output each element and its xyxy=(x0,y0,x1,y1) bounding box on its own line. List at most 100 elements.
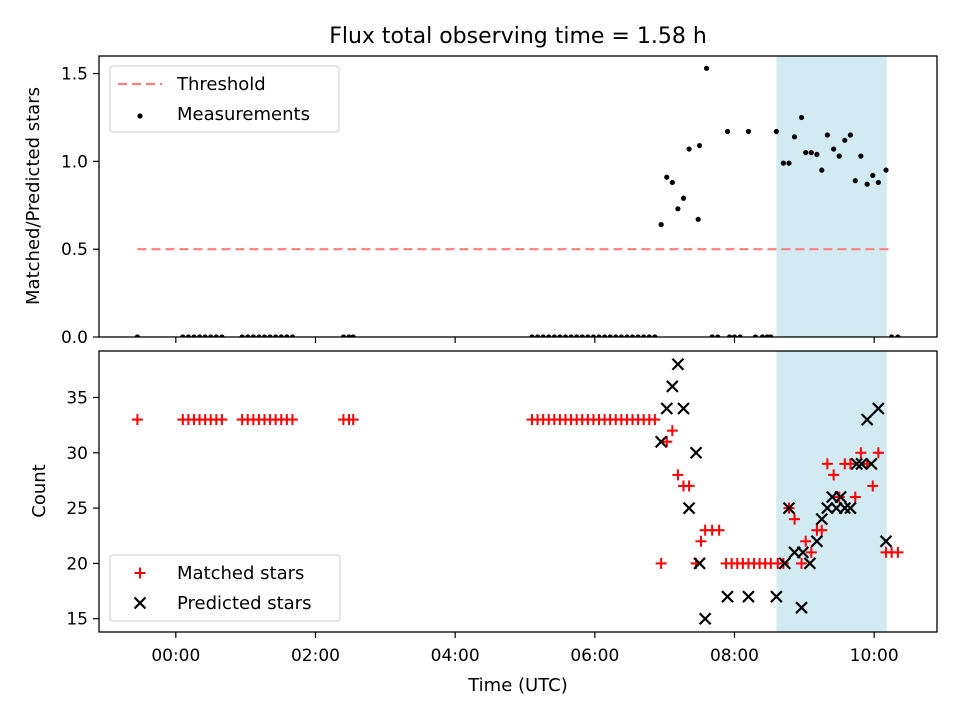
matched-star-marker xyxy=(134,567,146,579)
marker-stroke xyxy=(689,446,703,460)
observing-window-span xyxy=(776,56,887,337)
predicted-star-marker xyxy=(860,413,874,426)
marker-stroke xyxy=(796,546,810,559)
legend-measurements-label: Measurements xyxy=(177,104,310,125)
matched-star-marker xyxy=(649,414,661,426)
bottom-axes-frame xyxy=(98,350,938,633)
predicted-star-marker xyxy=(133,596,147,610)
ratio-panel: 0.0 0.5 1.0 1.5 Matched/Predicted stars Thr… xyxy=(23,55,938,348)
measurement-point xyxy=(842,137,848,143)
predicted-star-marker xyxy=(693,557,706,570)
marker-stroke xyxy=(671,357,685,371)
measurement-point xyxy=(686,146,692,152)
marker-stroke xyxy=(770,590,783,603)
x-tick-label: 08:00 xyxy=(710,646,759,666)
measurement-point xyxy=(773,128,779,135)
predicted-star-marker xyxy=(778,557,792,570)
marker-stroke xyxy=(838,501,852,515)
predicted-star-marker xyxy=(682,501,696,515)
bottom-legend: Matched stars Predicted stars xyxy=(109,554,341,622)
measurement-point xyxy=(664,174,670,180)
predicted-star-marker xyxy=(782,501,796,515)
predicted-star-marker xyxy=(855,457,868,471)
measurement-point xyxy=(836,153,842,159)
measurement-point xyxy=(883,167,889,173)
top-legend: Threshold Measurements xyxy=(109,65,340,133)
matched-star-marker xyxy=(796,557,808,569)
predicted-star-marker xyxy=(795,601,808,614)
measurement-point xyxy=(847,132,854,138)
matched-star-marker xyxy=(347,414,359,426)
bottom-x-axis: 00:00 02:00 04:00 06:00 08:00 10:00 xyxy=(151,632,899,666)
measurement-point xyxy=(669,179,675,186)
measurement-point xyxy=(824,132,830,138)
measurement-point xyxy=(852,178,858,184)
y-tick-label: 0.5 xyxy=(61,240,88,260)
marker-stroke xyxy=(795,601,808,614)
measurement-point xyxy=(875,179,881,186)
matched-star-marker xyxy=(821,458,833,470)
matched-star-marker xyxy=(713,524,725,536)
predicted-star-marker xyxy=(660,402,674,415)
x-tick-label: 06:00 xyxy=(570,646,619,666)
marker-stroke xyxy=(821,501,834,515)
matched-star-marker xyxy=(828,469,840,481)
measurement-point xyxy=(808,149,814,156)
predicted-star-marker xyxy=(677,402,690,415)
y-tick-label: 0.0 xyxy=(61,328,88,348)
y-tick-label: 35 xyxy=(66,388,88,408)
marker-stroke xyxy=(872,402,885,415)
legend-threshold-label: Threshold xyxy=(176,74,266,95)
measurement-point xyxy=(745,128,752,135)
marker-stroke xyxy=(666,380,679,393)
predicted-star-marker xyxy=(834,490,847,504)
measurement-point xyxy=(864,181,870,187)
marker-stroke xyxy=(742,590,755,603)
predicted-star-marker xyxy=(850,457,863,471)
x-axis-label: Time (UTC) xyxy=(467,675,568,696)
predicted-star-marker xyxy=(821,501,834,515)
marker-stroke xyxy=(698,612,712,626)
matched-star-marker xyxy=(131,414,143,426)
marker-stroke xyxy=(815,512,829,526)
matched-star-marker xyxy=(855,447,867,459)
marker-stroke xyxy=(865,457,878,471)
measurement-point xyxy=(858,153,864,159)
predicted-star-marker xyxy=(689,446,703,460)
chart-title: Flux total observing time = 1.58 h xyxy=(329,24,707,49)
measurement-point xyxy=(695,216,701,222)
predicted-star-marker xyxy=(742,590,755,603)
predicted-star-marker xyxy=(815,512,829,526)
predicted-star-marker xyxy=(865,457,878,471)
matched-star-marker xyxy=(655,557,667,569)
measurement-point xyxy=(786,160,792,166)
top-y-axis-label: Matched/Predicted stars xyxy=(23,87,44,305)
matched-star-marker xyxy=(286,414,298,426)
predicted-star-marker xyxy=(666,380,679,393)
marker-stroke xyxy=(855,457,868,471)
marker-stroke xyxy=(721,590,734,603)
y-tick-label: 20 xyxy=(66,554,88,574)
measurement-point xyxy=(870,172,876,179)
x-tick-label: 00:00 xyxy=(151,646,200,666)
predicted-star-marker xyxy=(654,435,668,448)
measurement-point xyxy=(819,167,825,173)
y-tick-label: 30 xyxy=(66,444,88,464)
measurement-point xyxy=(814,151,820,157)
measurement-point xyxy=(675,206,681,212)
marker-stroke xyxy=(860,413,874,426)
marker-stroke xyxy=(834,490,847,504)
matched-star-marker xyxy=(789,513,801,525)
measurement-point xyxy=(791,134,798,140)
legend-matched-swatch xyxy=(134,567,146,579)
marker-stroke xyxy=(803,557,817,570)
matched-star-marker xyxy=(872,447,884,459)
predicted-star-marker xyxy=(810,535,824,548)
marker-stroke xyxy=(782,501,796,515)
predicted-star-marker xyxy=(879,535,893,548)
matched-star-marker xyxy=(666,425,678,437)
marker-stroke xyxy=(850,457,863,471)
predicted-star-marker xyxy=(838,501,852,515)
measurement-point xyxy=(724,128,731,135)
predicted-star-marker xyxy=(721,590,734,603)
